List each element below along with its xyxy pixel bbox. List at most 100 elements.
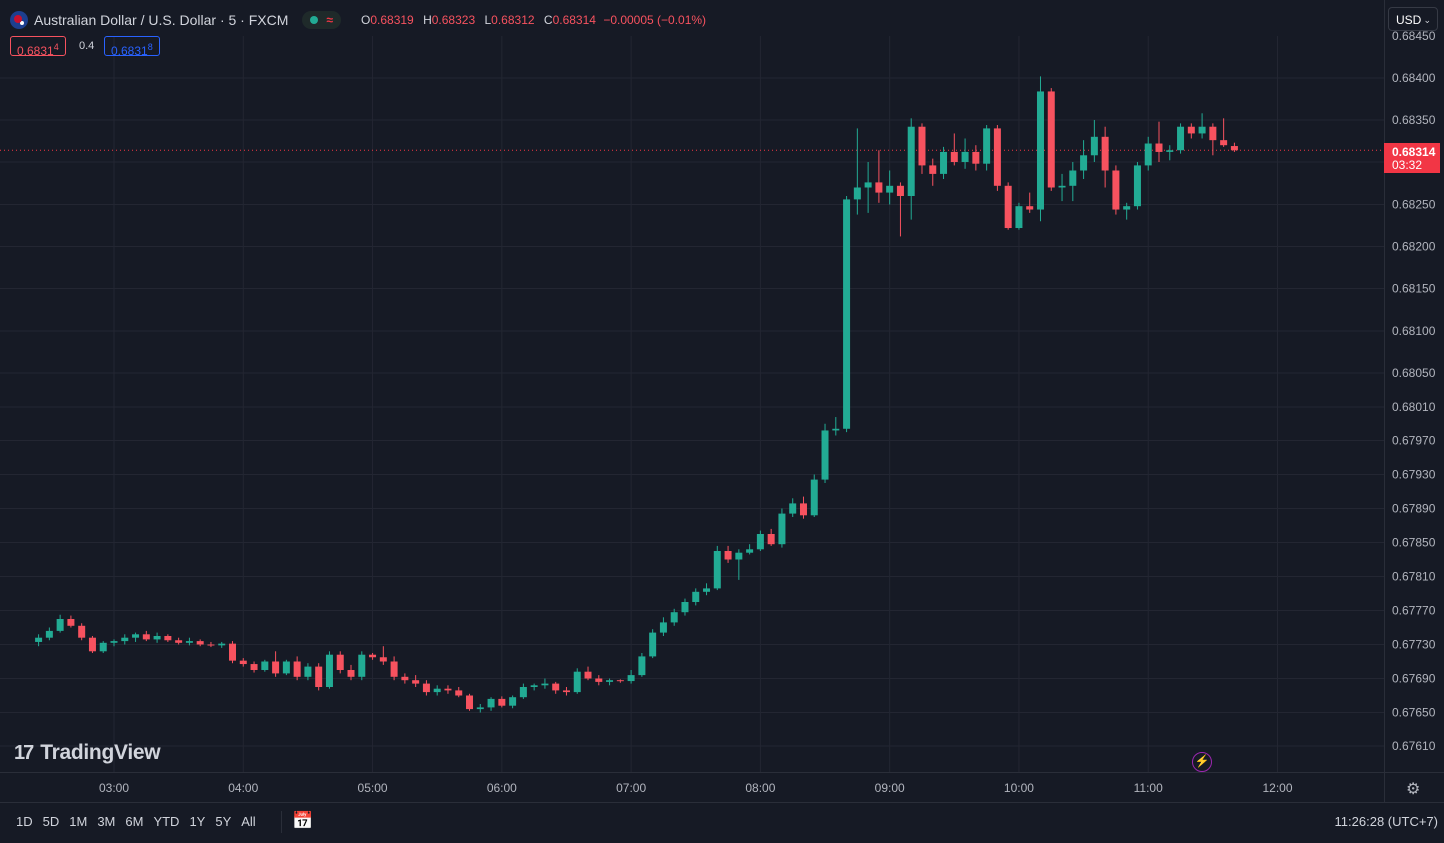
candle-body <box>153 636 161 640</box>
candle-body <box>45 630 53 638</box>
candle-body <box>1230 146 1238 151</box>
candle-body <box>422 683 430 693</box>
close-value: 0.68314 <box>552 13 596 27</box>
candle-body <box>724 551 732 560</box>
range-5d[interactable]: 5D <box>42 814 60 829</box>
x-tick-label: 04:00 <box>228 781 258 795</box>
candle-body <box>196 641 204 645</box>
x-tick-label: 03:00 <box>99 781 129 795</box>
low-value: 0.68312 <box>491 13 535 27</box>
bar-countdown: 03:32 <box>1392 158 1423 172</box>
candle-body <box>799 503 807 516</box>
y-tick-label: 0.68350 <box>1392 113 1436 127</box>
candle-body <box>1047 91 1055 188</box>
y-tick-label: 0.67610 <box>1392 739 1436 753</box>
settings-gear-icon[interactable]: ⚙ <box>1406 781 1421 798</box>
candle-body <box>875 182 883 193</box>
candle-body <box>282 661 290 674</box>
high-value: 0.68323 <box>431 13 476 27</box>
x-tick-label: 12:00 <box>1262 781 1292 795</box>
sell-price-pip: 4 <box>53 42 59 52</box>
candle-body <box>261 661 269 670</box>
range-1y[interactable]: 1Y <box>189 814 206 829</box>
candle-body <box>649 632 657 657</box>
y-tick-label: 0.68100 <box>1392 324 1436 338</box>
candle-body <box>67 619 75 626</box>
candle-body <box>218 643 226 646</box>
y-tick-label: 0.67970 <box>1392 434 1436 448</box>
spread-value: 0.4 <box>79 40 95 52</box>
candle-body <box>983 128 991 164</box>
candle-body <box>293 661 301 677</box>
symbol-header: Australian Dollar / U.S. Dollar · 5 · FX… <box>10 10 706 30</box>
candle-body <box>110 641 118 643</box>
candle-body <box>369 654 377 658</box>
lightning-icon[interactable]: ⚡ <box>1192 752 1212 772</box>
candle-body <box>810 479 818 516</box>
clock-timezone[interactable]: 11:26:28 (UTC+7) <box>1334 814 1438 829</box>
candle-body <box>541 683 549 686</box>
range-1m[interactable]: 1M <box>69 814 88 829</box>
candle-body <box>347 670 355 677</box>
range-5y[interactable]: 5Y <box>215 814 232 829</box>
candle-body <box>1187 126 1195 134</box>
sell-price-button[interactable]: 0.68314 <box>10 36 66 58</box>
range-6m[interactable]: 6M <box>125 814 144 829</box>
range-ytd[interactable]: YTD <box>153 814 180 829</box>
range-3m[interactable]: 3M <box>97 814 116 829</box>
candle-body <box>918 126 926 166</box>
range-all[interactable]: All <box>241 814 256 829</box>
candle-body <box>315 666 323 687</box>
candle-body <box>1155 143 1163 152</box>
x-tick-label: 06:00 <box>487 781 517 795</box>
candle-body <box>606 680 614 682</box>
currency-value: USD <box>1396 13 1422 27</box>
market-status-badge[interactable]: ≈ <box>302 11 341 29</box>
y-tick-label: 0.68150 <box>1392 282 1436 296</box>
candle-body <box>929 165 937 174</box>
candle-body <box>681 602 689 613</box>
low-label: L <box>484 13 492 27</box>
candle-body <box>142 634 150 640</box>
candle-body <box>961 151 969 162</box>
y-tick-label: 0.67690 <box>1392 672 1436 686</box>
candle-body <box>1166 150 1174 152</box>
open-label: O <box>361 13 371 27</box>
calendar-goto-icon[interactable]: 📅 <box>292 811 314 830</box>
candle-body <box>56 619 64 631</box>
tradingview-logo-text: TradingView <box>40 741 161 764</box>
candle-body <box>132 634 140 638</box>
candle-body <box>487 698 495 708</box>
candle-body <box>1144 143 1152 166</box>
close-label: C <box>543 13 553 27</box>
candle-body <box>207 644 215 646</box>
tradingview-logo[interactable]: 17 TradingView <box>14 741 161 765</box>
currency-select[interactable]: USD ⌄ <box>1388 7 1438 31</box>
candle-body <box>88 637 96 652</box>
candle-body <box>832 428 840 431</box>
x-tick-label: 09:00 <box>875 781 905 795</box>
candle-body <box>972 151 980 164</box>
candle-body <box>950 151 958 162</box>
x-tick-label: 07:00 <box>616 781 646 795</box>
candle-body <box>304 666 312 677</box>
candle-body <box>1036 91 1044 210</box>
buy-price-main: 0.6831 <box>111 44 148 58</box>
candle-body <box>164 636 172 641</box>
symbol-title[interactable]: Australian Dollar / U.S. Dollar · 5 · FX… <box>34 12 289 28</box>
buy-price-button[interactable]: 0.68318 <box>104 36 160 58</box>
candle-body <box>239 660 247 665</box>
candle-body <box>1177 126 1185 151</box>
ohlc-legend: O0.68319 H0.68323 L0.68312 C0.68314 −0.0… <box>355 13 706 27</box>
range-1d[interactable]: 1D <box>16 814 33 829</box>
candle-body <box>476 707 484 710</box>
candle-body <box>1015 206 1023 229</box>
candle-body <box>1101 136 1109 171</box>
candle-body <box>336 654 344 670</box>
bottom-toolbar: 1D 5D 1M 3M 6M YTD 1Y 5Y All 📅 11:26:28 … <box>0 802 1444 843</box>
toolbar-divider <box>281 811 282 833</box>
candle-body <box>886 185 894 193</box>
candle-body <box>1133 165 1141 207</box>
candle-body <box>444 688 452 691</box>
